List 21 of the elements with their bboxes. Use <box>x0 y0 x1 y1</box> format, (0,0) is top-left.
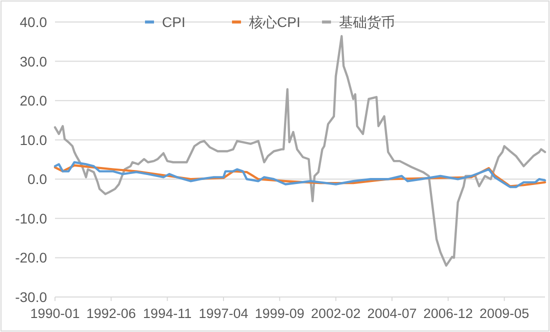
legend-label: CPI <box>162 14 186 30</box>
x-tick-label: 1999-09 <box>254 306 304 321</box>
y-tick-label: -30.0 <box>15 289 48 305</box>
x-tick-label: 1994-11 <box>143 306 192 321</box>
y-tick-label: 10.0 <box>20 132 48 148</box>
x-tick-label: 2004-07 <box>367 306 417 321</box>
x-tick-label: 2002-02 <box>311 306 361 321</box>
y-tick-label: 20.0 <box>20 92 48 109</box>
y-tick-label: 40.0 <box>20 14 48 30</box>
legend-label: 核心CPI <box>248 14 300 30</box>
y-tick-label: -10.0 <box>15 210 48 226</box>
y-tick-label: 0.0 <box>28 171 48 188</box>
x-tick-label: 2006-12 <box>423 306 473 321</box>
line-series <box>54 35 546 267</box>
x-tick-label: 1992-06 <box>86 306 136 321</box>
x-tick-label: 1990-01 <box>30 306 80 321</box>
x-tick-label: 1997-04 <box>198 306 249 321</box>
x-tick-label: 2009-05 <box>480 306 530 321</box>
y-tick-label: -20.0 <box>15 250 48 266</box>
legend-label: 基础货币 <box>339 14 395 30</box>
y-tick-label: 30.0 <box>20 53 48 70</box>
